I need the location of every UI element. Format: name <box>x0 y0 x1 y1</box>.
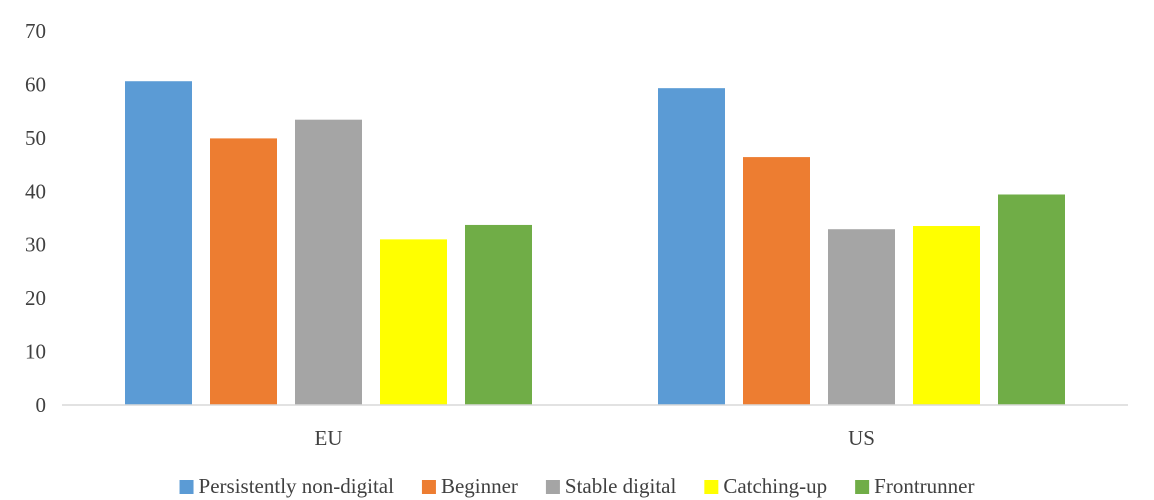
y-tick-label: 10 <box>25 340 46 364</box>
y-tick-label: 40 <box>25 179 46 203</box>
legend-item: Stable digital <box>545 474 677 498</box>
legend-item: Catching-up <box>704 474 827 498</box>
bar-us-catching-up <box>913 226 980 405</box>
y-tick-label: 0 <box>36 393 47 417</box>
bar-us-beginner <box>743 157 810 405</box>
y-axis-ticks: 0 10 20 30 40 50 60 70 <box>25 19 46 417</box>
chart-bars <box>125 81 1065 406</box>
bar-us-persistently-non-digital <box>658 88 725 405</box>
x-category-label: EU <box>315 426 343 450</box>
legend-swatch <box>179 480 194 494</box>
legend-label: Beginner <box>441 474 518 498</box>
y-tick-label: 60 <box>25 72 46 96</box>
bar-eu-persistently-non-digital <box>125 81 192 406</box>
legend-item: Beginner <box>421 474 518 498</box>
legend-swatch <box>545 480 560 494</box>
bar-us-stable-digital <box>828 229 895 405</box>
bar-us-frontrunner <box>998 194 1065 405</box>
bar-eu-catching-up <box>380 239 447 405</box>
y-tick-label: 50 <box>25 126 46 150</box>
y-tick-label: 30 <box>25 233 46 257</box>
legend-label: Catching-up <box>723 474 827 498</box>
y-tick-label: 70 <box>25 19 46 43</box>
legend-item: Persistently non-digital <box>179 474 395 498</box>
legend-item: Frontrunner <box>855 474 974 498</box>
bar-eu-frontrunner <box>465 224 532 405</box>
legend-swatch <box>421 480 436 494</box>
legend: Persistently non-digital Beginner Stable d… <box>179 474 974 498</box>
legend-swatch <box>704 480 719 494</box>
legend-label: Persistently non-digital <box>199 474 395 498</box>
x-axis-category-labels: EU US <box>315 426 875 450</box>
legend-label: Frontrunner <box>874 474 974 498</box>
x-category-label: US <box>848 426 875 450</box>
y-tick-label: 20 <box>25 286 46 310</box>
bar-eu-beginner <box>210 138 277 406</box>
legend-swatch <box>855 480 870 494</box>
legend-label: Stable digital <box>565 474 677 498</box>
bar-eu-stable-digital <box>295 119 362 405</box>
